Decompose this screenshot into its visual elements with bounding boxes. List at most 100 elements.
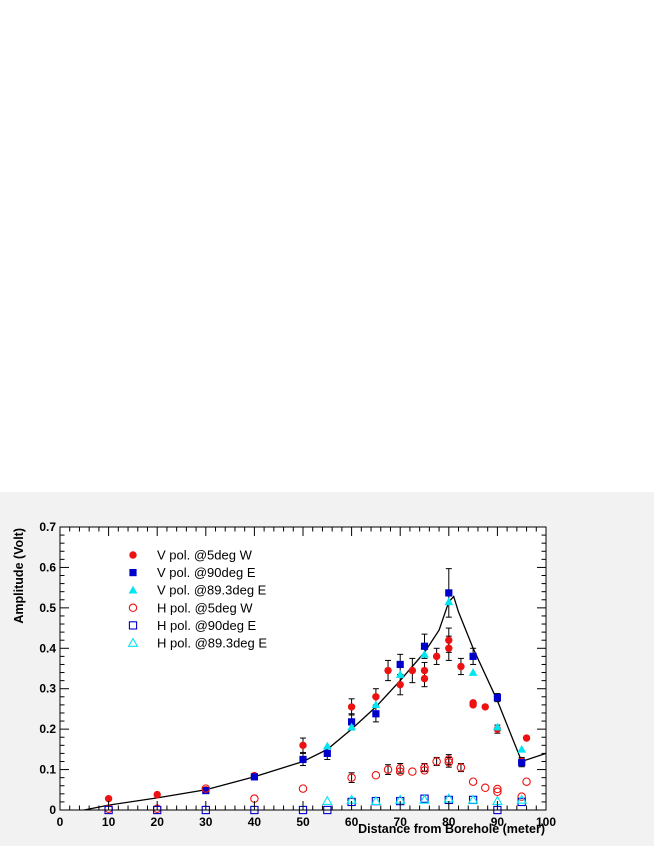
data-point-series-4 — [522, 777, 531, 786]
legend-marker-2 — [129, 569, 137, 577]
x-tick-label: 80 — [442, 815, 456, 829]
data-point-series-2 — [250, 773, 258, 781]
data-point-series-1 — [104, 794, 113, 803]
legend-marker-1 — [129, 551, 137, 559]
data-point-series-1 — [522, 734, 531, 742]
data-point-series-4 — [456, 763, 466, 772]
data-point-series-4 — [493, 787, 502, 797]
legend-box — [108, 545, 276, 652]
data-point-series-2 — [518, 759, 526, 767]
legend-label-5: H pol. @90deg E — [157, 618, 257, 633]
data-point-series-4 — [432, 757, 441, 766]
marker-layer — [104, 589, 531, 815]
data-point-series-1 — [372, 693, 380, 701]
data-point-series-3 — [468, 668, 478, 676]
data-point-series-3 — [347, 722, 356, 731]
data-point-series-2 — [396, 660, 404, 669]
data-point-series-3 — [420, 649, 429, 658]
data-point-series-4 — [408, 767, 417, 776]
data-point-series-1 — [384, 666, 392, 675]
legend-label-3: V pol. @89.3deg E — [157, 583, 267, 598]
data-point-series-1 — [445, 636, 453, 644]
data-point-series-1 — [481, 703, 489, 711]
data-point-series-2 — [469, 652, 477, 660]
y-tick-label: 0.5 — [39, 601, 56, 615]
data-point-series-4 — [420, 763, 429, 772]
data-point-series-4 — [480, 783, 490, 793]
legend: V pol. @5deg W V pol. @90deg E V pol. @89.… — [108, 545, 276, 652]
y-tick-label: 0.4 — [39, 641, 56, 655]
data-point-series-1 — [153, 790, 161, 799]
y-tick-label: 0 — [49, 803, 56, 817]
data-point-series-6 — [419, 794, 430, 804]
data-point-series-1 — [469, 701, 477, 709]
legend-label-2: V pol. @90deg E — [157, 565, 256, 580]
data-point-series-1 — [420, 674, 429, 683]
data-point-series-1 — [420, 666, 429, 675]
legend-marker-4 — [128, 603, 138, 613]
data-point-series-6 — [467, 794, 479, 804]
data-point-series-2 — [445, 589, 453, 597]
data-point-series-4 — [347, 773, 356, 782]
data-point-series-4 — [395, 764, 405, 773]
data-point-series-2 — [372, 710, 380, 718]
data-point-series-1 — [396, 680, 404, 689]
data-point-series-2 — [202, 786, 210, 795]
x-tick-label: 0 — [57, 815, 64, 829]
data-point-series-4 — [444, 758, 454, 767]
x-tick-label: 100 — [536, 815, 556, 829]
data-point-series-2 — [299, 755, 307, 764]
data-point-series-1 — [347, 703, 356, 711]
data-point-series-1 — [299, 741, 307, 750]
data-point-series-4 — [395, 767, 405, 776]
legend-label-4: H pol. @5deg W — [157, 600, 253, 615]
data-point-series-6 — [321, 795, 333, 805]
data-point-series-4 — [493, 784, 502, 794]
legend-label-6: H pol. @89.3deg E — [157, 636, 267, 651]
data-point-series-2 — [493, 694, 501, 702]
x-tick-label: 40 — [248, 815, 262, 829]
data-point-series-2 — [420, 642, 429, 650]
data-point-series-2 — [348, 718, 356, 726]
y-tick-label: 0.7 — [39, 520, 56, 534]
data-point-series-3 — [322, 741, 332, 750]
data-point-series-1 — [408, 666, 417, 675]
data-point-series-4 — [468, 777, 478, 786]
y-tick-label: 0.1 — [39, 763, 56, 777]
legend-marker-5 — [128, 621, 138, 630]
data-point-series-3 — [493, 722, 502, 731]
y-axis-title: Amplitude (Volt) — [12, 528, 26, 624]
data-point-series-4 — [444, 755, 454, 764]
y-axis: 0 0.1 0.2 0.3 0.4 0.5 0.6 0.7 — [39, 520, 546, 817]
data-point-series-1 — [445, 644, 453, 652]
data-point-series-1 — [432, 652, 441, 661]
data-point-series-6 — [370, 795, 382, 805]
data-point-series-4 — [420, 766, 429, 775]
x-tick-label: 10 — [102, 815, 116, 829]
data-point-series-4 — [383, 765, 393, 774]
y-tick-label: 0.2 — [39, 722, 56, 736]
y-tick-label: 0.6 — [39, 560, 56, 574]
legend-marker-3 — [128, 585, 138, 594]
data-point-series-3 — [444, 597, 454, 606]
data-point-series-4 — [517, 792, 526, 801]
data-point-series-3 — [395, 670, 405, 678]
x-tick-label: 90 — [491, 815, 505, 829]
x-tick-label: 50 — [296, 815, 310, 829]
data-point-series-3 — [517, 744, 527, 753]
legend-label-1: V pol. @5deg W — [157, 548, 253, 563]
data-point-series-2 — [323, 749, 331, 757]
x-axis-title: Distance from Borehole (meter) — [358, 822, 545, 836]
data-point-series-6 — [516, 794, 528, 804]
x-tick-label: 30 — [199, 815, 213, 829]
x-tick-label: 60 — [345, 815, 359, 829]
data-point-series-4 — [201, 784, 211, 793]
x-axis: 0 10 20 30 40 50 60 70 80 90 100 — [57, 527, 556, 829]
y-tick-label: 0.3 — [39, 682, 56, 696]
x-tick-label: 70 — [394, 815, 408, 829]
data-point-series-1 — [457, 662, 465, 671]
x-tick-label: 20 — [151, 815, 165, 829]
data-point-series-3 — [371, 700, 381, 709]
data-point-series-4 — [371, 770, 381, 780]
